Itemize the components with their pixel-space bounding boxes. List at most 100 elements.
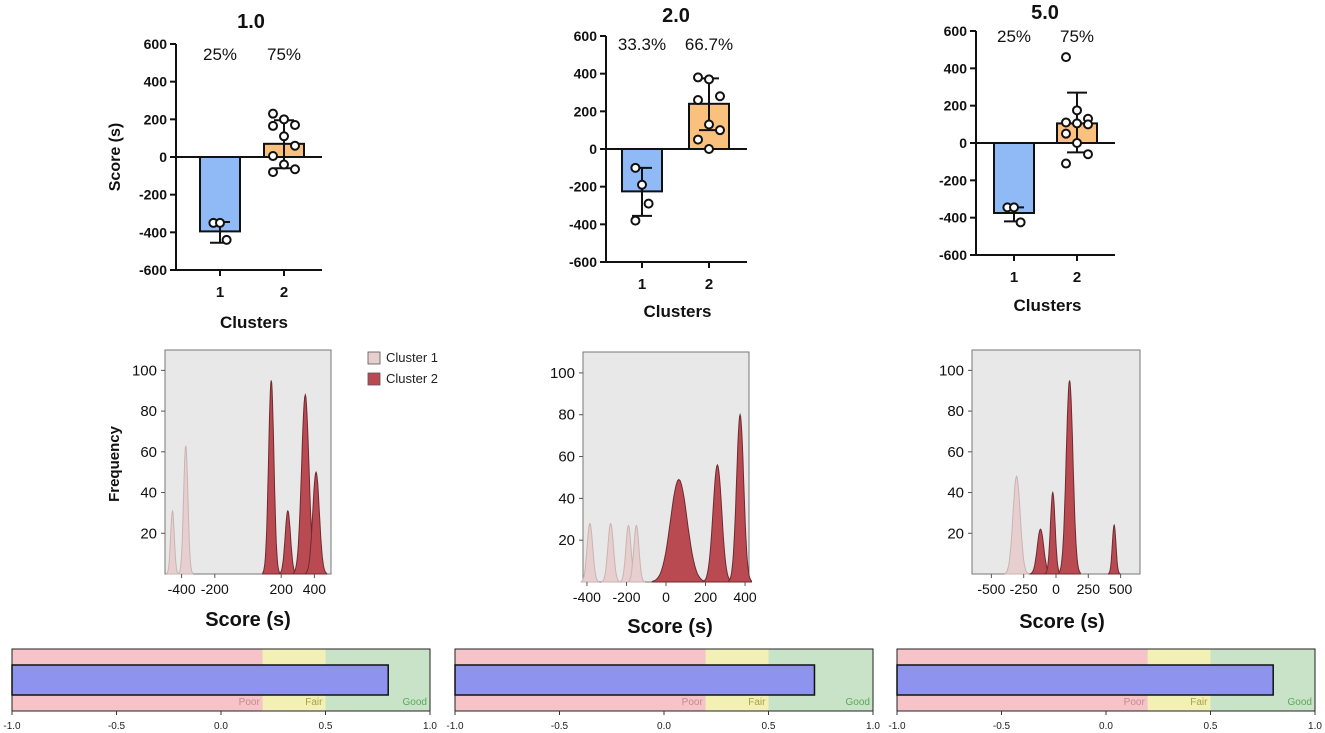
x-tick-label: 2 — [280, 284, 288, 301]
y-tick-label: -600 — [569, 254, 597, 270]
data-point — [715, 91, 725, 102]
y-tick-label: 100 — [550, 365, 575, 382]
y-tick-label: 40 — [947, 485, 964, 502]
data-point — [704, 144, 714, 154]
y-tick-label: 60 — [947, 444, 964, 461]
chart-title: 5.0 — [1031, 2, 1059, 24]
y-tick-label: 100 — [939, 362, 964, 379]
x-tick-label: 2 — [1073, 269, 1081, 286]
legend-label-cluster-1: Cluster 1 — [386, 350, 438, 365]
data-point — [704, 119, 714, 130]
y-tick-label: 400 — [144, 74, 168, 90]
y-axis-label: Score (s) — [107, 123, 124, 191]
y-tick-label: -400 — [939, 210, 967, 226]
zone-label: Fair — [748, 697, 766, 708]
density-cluster-2 — [728, 412, 752, 583]
y-tick-label: 20 — [558, 532, 575, 549]
density-cluster-2 — [1107, 523, 1121, 575]
data-point — [715, 125, 725, 136]
density-cluster-2 — [703, 463, 732, 583]
x-tick-label: 0.5 — [762, 721, 776, 732]
y-tick-label: 400 — [944, 60, 968, 76]
y-tick-label: 40 — [558, 490, 575, 507]
density-cluster-1 — [178, 445, 194, 575]
x-tick-label: 1 — [1010, 269, 1018, 286]
data-point — [1061, 52, 1071, 63]
x-axis-label: Score (s) — [1019, 611, 1105, 633]
y-tick-label: 80 — [140, 403, 157, 420]
data-point — [1015, 217, 1026, 228]
x-tick-label: 0.0 — [1099, 721, 1113, 732]
data-point — [693, 134, 703, 145]
silhouette-gauge-5.0: Poor Fair Good -1.0 -0.5 0.0 0.5 1.0 — [888, 648, 1322, 732]
zone-label: Good — [403, 697, 427, 708]
density-cluster-2 — [278, 509, 297, 575]
density-cluster-1 — [580, 522, 600, 583]
data-point — [1009, 202, 1019, 213]
density-cluster-2 — [1058, 380, 1081, 575]
data-point — [215, 217, 225, 228]
data-point — [268, 120, 278, 131]
percent-label: 66.7% — [685, 35, 733, 54]
x-tick-label: 1.0 — [866, 721, 880, 732]
legend-swatch-cluster-1 — [367, 351, 381, 365]
x-tick-label: -0.5 — [108, 721, 126, 732]
x-tick-label: 0 — [1052, 581, 1060, 597]
data-point — [290, 164, 300, 175]
x-tick-label: -200 — [612, 589, 640, 605]
data-point — [290, 140, 300, 151]
data-point — [1072, 138, 1082, 148]
bar-panel-5.0: 5.025% 75% -600 -400 -200 0 200 400 600 1 2 Cluster… — [939, 2, 1115, 315]
data-point — [1061, 158, 1071, 169]
x-tick-label: -500 — [977, 581, 1005, 597]
y-tick-label: 600 — [574, 28, 598, 44]
x-tick-label: -250 — [1010, 581, 1038, 597]
y-tick-label: -200 — [939, 172, 967, 188]
x-tick-label: 200 — [270, 581, 294, 597]
data-point — [693, 95, 703, 106]
y-tick-label: 80 — [558, 407, 575, 424]
y-tick-label: 400 — [574, 66, 598, 82]
percent-label: 75% — [267, 45, 301, 64]
data-point — [693, 72, 703, 83]
y-tick-label: 0 — [159, 149, 167, 165]
data-point — [1061, 128, 1071, 139]
chart-title: 1.0 — [237, 11, 265, 33]
zone-label: Poor — [682, 697, 704, 708]
density-cluster-1 — [601, 522, 620, 583]
zone-label: Fair — [305, 697, 323, 708]
x-tick-label: 0.5 — [1204, 721, 1218, 732]
x-tick-label: 1.0 — [423, 721, 437, 732]
y-tick-label: 0 — [589, 141, 597, 157]
data-point — [268, 167, 278, 178]
x-tick-label: -400 — [573, 589, 601, 605]
y-tick-label: -400 — [569, 216, 597, 232]
x-tick-label: 400 — [733, 589, 757, 605]
x-tick-label: 400 — [303, 581, 327, 597]
bar-panel-2.0: 2.0 33.3% 66.7% -600 -400 -200 0 200 400 600 1 2 Clu… — [569, 5, 747, 321]
y-tick-label: 60 — [558, 449, 575, 466]
percent-label: 75% — [1060, 27, 1094, 46]
data-point — [279, 131, 289, 142]
y-tick-label: 20 — [140, 525, 157, 542]
y-tick-label: -200 — [569, 179, 597, 195]
y-tick-label: -400 — [139, 224, 167, 240]
x-tick-label: 1 — [638, 276, 646, 293]
x-tick-label: 500 — [1109, 581, 1133, 597]
density-cluster-1 — [627, 524, 646, 583]
silhouette-value-bar — [896, 664, 1274, 696]
y-tick-label: 600 — [944, 23, 968, 39]
data-point — [630, 162, 641, 173]
zone-label: Good — [1288, 697, 1312, 708]
silhouette-gauge-1.0: Poor Fair Good -1.0 -0.5 0.0 0.5 1.0 — [3, 648, 437, 732]
x-tick-label: -1.0 — [888, 721, 906, 732]
density-cluster-1 — [1004, 475, 1029, 575]
data-point — [290, 119, 300, 130]
silhouette-gauge-2.0: Poor Fair Good -1.0 -0.5 0.0 0.5 1.0 — [446, 648, 880, 732]
y-tick-label: 200 — [944, 98, 968, 114]
data-point — [279, 114, 289, 125]
silhouette-value-bar — [454, 664, 816, 696]
density-cluster-2 — [304, 470, 328, 575]
